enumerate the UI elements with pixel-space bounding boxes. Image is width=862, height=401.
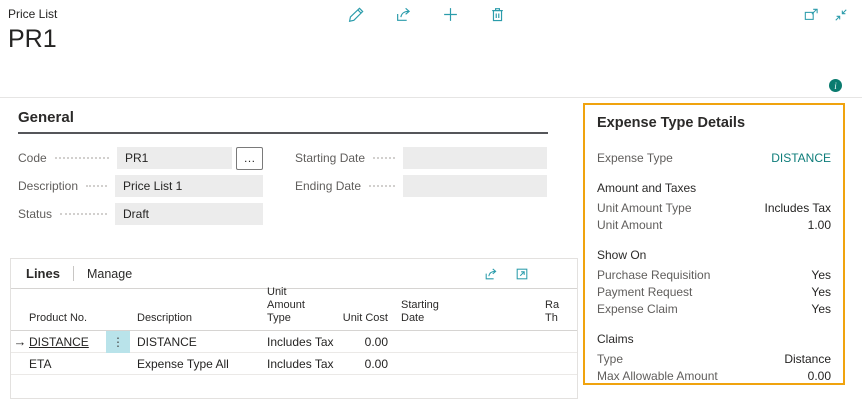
- ending-date-label: Ending Date: [295, 179, 362, 193]
- lines-card: Lines Manage Product No. Descr: [10, 258, 578, 399]
- expense-type-row: Expense Type DISTANCE: [597, 149, 831, 166]
- status-label: Status: [18, 207, 53, 221]
- field-value: Includes Tax: [764, 200, 832, 215]
- table-row[interactable]: ETA Expense Type All Includes Tax 0.00: [11, 353, 577, 375]
- lines-toolbar: Lines Manage: [11, 259, 577, 289]
- window-actions: [804, 8, 848, 22]
- description-field[interactable]: Price List 1: [115, 175, 263, 197]
- header-divider: [0, 97, 862, 98]
- field-value: Distance: [784, 351, 831, 366]
- status-field[interactable]: Draft: [115, 203, 263, 225]
- column-header-unit-amount-type[interactable]: Unit Amount Type: [267, 286, 305, 324]
- cell-unit-amount-type[interactable]: Includes Tax: [267, 356, 334, 371]
- cell-unit-cost[interactable]: 0.00: [364, 356, 388, 371]
- code-assist-button[interactable]: …: [236, 146, 263, 170]
- status-field-row: Status Draft: [18, 203, 263, 225]
- page-actions: [348, 6, 506, 23]
- factbox-group-show-on: Show On Purchase Requisition Yes Payment…: [597, 246, 831, 317]
- page-title: PR1: [8, 25, 57, 53]
- factbox-field-row: Expense Claim Yes: [597, 300, 831, 317]
- cell-description[interactable]: DISTANCE: [137, 334, 197, 349]
- ending-date-field-row: Ending Date: [295, 175, 547, 197]
- factbox-field-row: Unit Amount 1.00: [597, 216, 831, 233]
- expense-type-details-factbox: Expense Type Details Expense Type DISTAN…: [583, 103, 845, 385]
- active-row-arrow-icon: →: [13, 334, 27, 349]
- factbox-field-row: Purchase Requisition Yes: [597, 266, 831, 283]
- column-header-rate-truncated[interactable]: Ra Th: [545, 299, 560, 324]
- starting-date-label: Starting Date: [295, 151, 366, 165]
- starting-date-field[interactable]: [403, 147, 547, 169]
- factbox-group-amount-and-taxes: Amount and Taxes Unit Amount Type Includ…: [597, 179, 831, 233]
- column-header-description[interactable]: Description: [137, 312, 193, 324]
- column-header-starting-date[interactable]: Starting Date: [401, 299, 439, 324]
- field-label: Payment Request: [597, 284, 693, 299]
- field-label: Unit Amount Type: [597, 200, 692, 215]
- collapse-icon[interactable]: [834, 8, 848, 22]
- general-left-column: Code PR1 … Description Price List 1 Stat…: [18, 146, 263, 231]
- field-label: Type: [597, 351, 624, 366]
- expense-type-label: Expense Type: [597, 150, 673, 165]
- field-label: Expense Claim: [597, 301, 678, 316]
- column-header-product-no[interactable]: Product No.: [29, 312, 88, 324]
- factbox-field-row: Payment Request Yes: [597, 283, 831, 300]
- page-caption: Price List: [8, 7, 58, 21]
- field-label: Purchase Requisition: [597, 267, 711, 282]
- add-new-icon[interactable]: [442, 6, 459, 23]
- field-value: Yes: [811, 267, 831, 282]
- dotted-leader: [86, 185, 107, 187]
- open-in-new-icon[interactable]: [515, 267, 529, 281]
- share-icon[interactable]: [484, 267, 498, 281]
- row-menu-icon[interactable]: ⋮: [106, 330, 130, 353]
- code-field-row: Code PR1 …: [18, 146, 263, 170]
- cell-product-no[interactable]: DISTANCE: [29, 334, 89, 349]
- group-heading: Show On: [597, 248, 647, 262]
- open-in-new-window-icon[interactable]: [804, 8, 818, 22]
- starting-date-field-row: Starting Date: [295, 147, 547, 169]
- general-section-heading: General: [18, 109, 548, 134]
- share-icon[interactable]: [395, 6, 412, 23]
- field-label: Unit Amount: [597, 217, 663, 232]
- column-header-unit-cost[interactable]: Unit Cost: [342, 312, 388, 324]
- description-label: Description: [18, 179, 79, 193]
- tab-manage[interactable]: Manage: [86, 266, 133, 281]
- cell-unit-cost[interactable]: 0.00: [364, 334, 388, 349]
- field-value: 1.00: [807, 217, 831, 232]
- edit-pencil-icon[interactable]: [348, 6, 365, 23]
- group-heading: Claims: [597, 332, 634, 346]
- tab-separator: [72, 266, 74, 281]
- cell-unit-amount-type[interactable]: Includes Tax: [267, 334, 334, 349]
- description-field-row: Description Price List 1: [18, 175, 263, 197]
- cell-product-no[interactable]: ETA: [29, 356, 52, 371]
- delete-trash-icon[interactable]: [489, 6, 506, 23]
- factbox-field-row: Unit Amount Type Includes Tax: [597, 199, 831, 216]
- dotted-leader: [373, 157, 395, 159]
- factbox-field-row: Max Allowable Amount 0.00: [597, 367, 831, 384]
- factbox-title: Expense Type Details: [597, 115, 746, 131]
- factbox-group-claims: Claims Type Distance Max Allowable Amoun…: [597, 330, 831, 384]
- field-label: Max Allowable Amount: [597, 368, 718, 383]
- table-row[interactable]: → DISTANCE ⋮ DISTANCE Includes Tax 0.00: [11, 330, 577, 353]
- info-icon[interactable]: i: [829, 79, 842, 92]
- cell-description[interactable]: Expense Type All: [137, 356, 229, 371]
- dotted-leader: [54, 157, 109, 159]
- code-label: Code: [18, 151, 47, 165]
- ending-date-field[interactable]: [403, 175, 547, 197]
- factbox-field-row: Type Distance: [597, 350, 831, 367]
- group-heading: Amount and Taxes: [597, 181, 697, 195]
- field-value: 0.00: [807, 368, 831, 383]
- code-field[interactable]: PR1: [117, 147, 232, 169]
- dotted-leader: [369, 185, 395, 187]
- lines-grid-header: Product No. Description Unit Amount Type…: [11, 286, 577, 331]
- tab-lines[interactable]: Lines: [26, 266, 60, 281]
- dotted-leader: [60, 213, 107, 215]
- expense-type-link[interactable]: DISTANCE: [771, 150, 831, 165]
- field-value: Yes: [811, 284, 831, 299]
- lines-toolbar-icons: [484, 267, 529, 281]
- field-value: Yes: [811, 301, 831, 316]
- general-right-column: Starting Date Ending Date: [295, 147, 547, 203]
